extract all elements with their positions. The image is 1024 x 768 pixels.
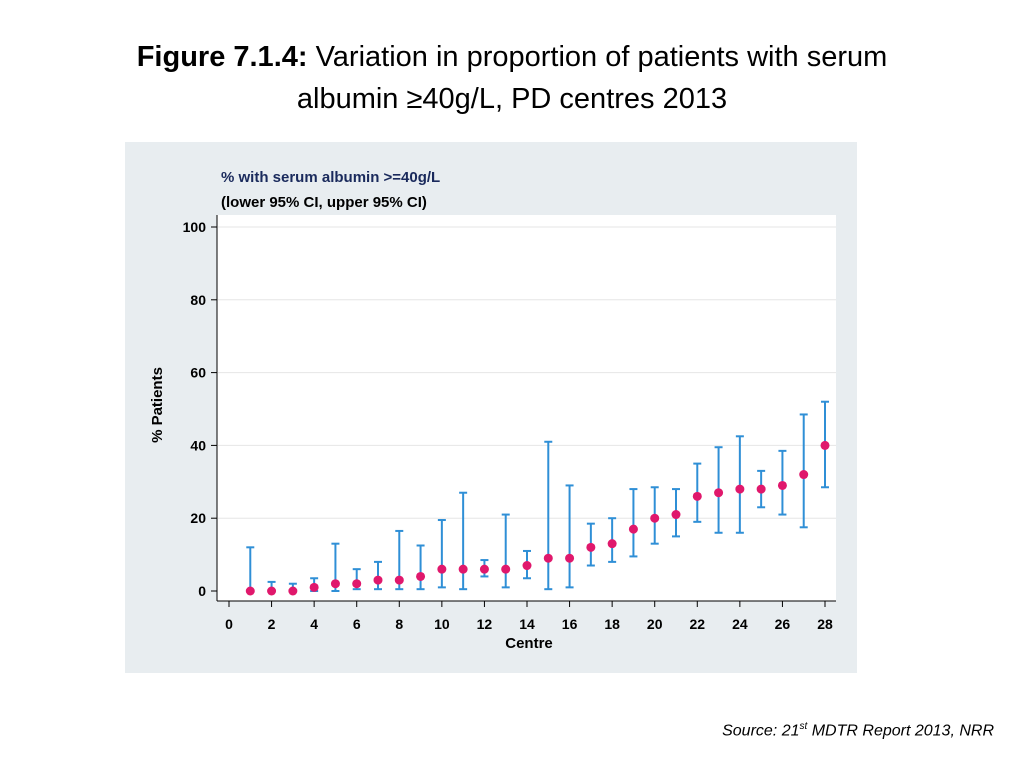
data-point: [479, 564, 489, 574]
figure-title-line2: albumin ≥40g/L, PD centres 2013: [296, 83, 728, 115]
y-tick-label: 0: [198, 583, 206, 599]
x-tick-label: 26: [775, 616, 791, 632]
data-point: [586, 542, 596, 552]
chart-title: % with serum albumin >=40g/L: [221, 169, 440, 186]
y-tick-label: 40: [190, 437, 206, 453]
chart-subtitle: (lower 95% CI, upper 95% CI): [221, 194, 427, 211]
data-point: [756, 484, 766, 494]
x-axis-label: Centre: [505, 635, 553, 652]
figure-title: Figure 7.1.4: Variation in proportion of…: [40, 36, 984, 120]
error-bar: [416, 544, 425, 591]
error-bar: [629, 488, 638, 558]
data-point: [501, 564, 511, 574]
data-point: [267, 586, 277, 596]
source-note: Source: 21st MDTR Report 2013, NRR: [722, 721, 994, 740]
error-bar: [544, 440, 553, 591]
data-point: [437, 564, 447, 574]
x-tick-label: 16: [562, 616, 578, 632]
x-ticks: 0 2 4 6 8 10 12 14 16 18 20 22 24 26 28: [225, 601, 833, 632]
data-point: [799, 470, 809, 480]
data-point: [692, 491, 702, 501]
plot-area: [217, 215, 836, 601]
data-point: [288, 586, 298, 596]
data-points: [245, 440, 830, 596]
y-tick-label: 60: [190, 365, 206, 381]
x-tick-label: 12: [477, 616, 493, 632]
y-tick-label: 80: [190, 292, 206, 308]
data-point: [565, 553, 575, 563]
x-tick-label: 24: [732, 616, 748, 632]
data-point: [650, 513, 660, 523]
figure-label: Figure 7.1.4:: [136, 41, 308, 73]
data-point: [820, 440, 830, 450]
data-point: [373, 575, 383, 585]
error-bar: [565, 484, 574, 589]
gridlines: [218, 226, 836, 519]
data-point: [714, 488, 724, 498]
y-axis-label: % Patients: [149, 367, 166, 443]
y-tick-label: 20: [190, 510, 206, 526]
data-point: [352, 579, 362, 589]
x-tick-label: 0: [225, 616, 233, 632]
source-suffix: MDTR Report 2013, NRR: [807, 722, 994, 740]
x-tick-label: 28: [817, 616, 833, 632]
data-point: [777, 480, 787, 490]
data-point: [416, 571, 426, 581]
data-point: [522, 561, 532, 571]
y-tick-label: 100: [183, 219, 207, 235]
data-point: [330, 579, 340, 589]
figure-title-line1: Variation in proportion of patients with…: [307, 41, 888, 73]
data-point: [309, 582, 319, 592]
x-tick-label: 20: [647, 616, 663, 632]
data-point: [735, 484, 745, 494]
data-point: [628, 524, 638, 534]
x-tick-label: 2: [268, 616, 276, 632]
x-tick-label: 10: [434, 616, 450, 632]
y-ticks: 0 20 40 60 80 100: [183, 219, 217, 599]
x-tick-label: 8: [395, 616, 403, 632]
source-prefix: Source: 21: [722, 722, 800, 740]
error-bar: [437, 519, 446, 589]
x-tick-label: 6: [353, 616, 361, 632]
source-sup: st: [799, 721, 808, 732]
error-bar: [501, 513, 510, 589]
x-tick-label: 22: [689, 616, 705, 632]
x-tick-label: 4: [310, 616, 318, 632]
data-point: [607, 539, 617, 549]
data-point: [671, 510, 681, 520]
error-bar: [374, 560, 382, 591]
data-point: [394, 575, 404, 585]
x-tick-label: 14: [519, 616, 535, 632]
x-tick-label: 18: [604, 616, 620, 632]
data-point: [245, 586, 255, 596]
data-point: [543, 553, 553, 563]
data-point: [458, 564, 468, 574]
error-bar: [735, 435, 744, 534]
